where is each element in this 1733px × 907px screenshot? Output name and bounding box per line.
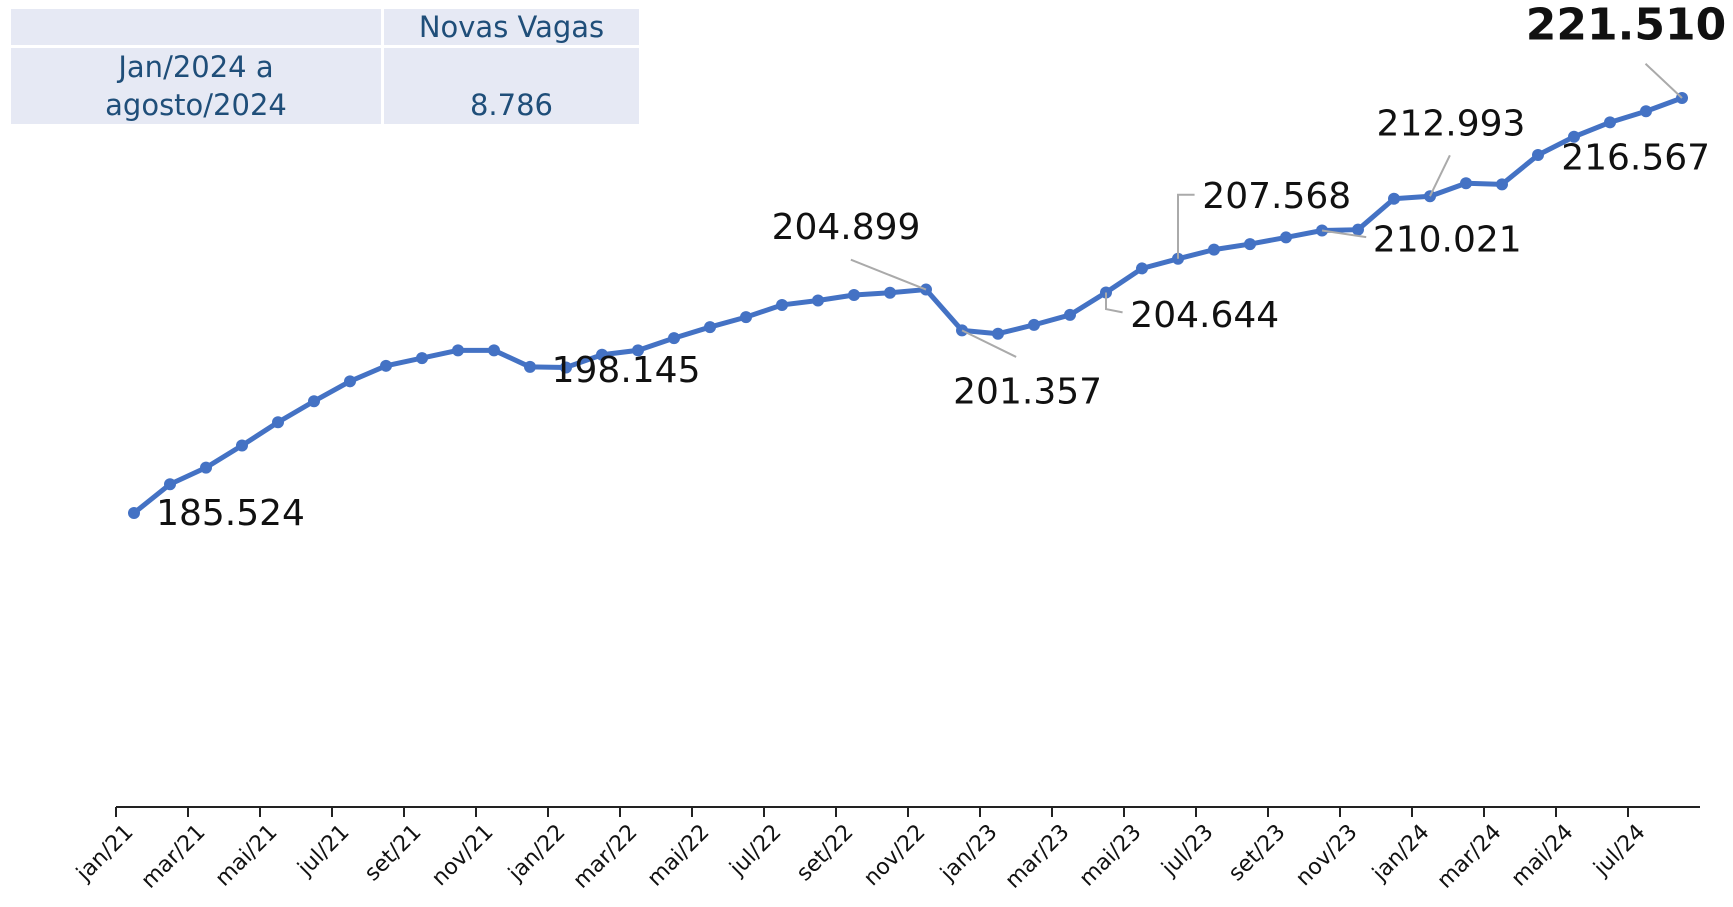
x-tick-label: mai/22 [643,820,715,892]
point [1532,149,1544,162]
data-label: 185.524 [156,493,305,534]
point [848,288,860,301]
point [380,359,392,372]
point [1460,177,1472,190]
table-corner [11,9,381,45]
point [668,332,680,345]
x-tick-label: set/22 [792,820,858,886]
point [704,321,716,334]
data-label: 204.644 [1130,295,1279,336]
point [236,439,248,452]
x-tick-label: mai/23 [1075,820,1147,892]
point [1280,231,1292,244]
point [1244,238,1256,251]
data-label: 201.357 [953,371,1102,412]
x-tick-label: nov/22 [859,820,930,891]
table-value: 8.786 [384,48,639,124]
x-tick-label: jan/23 [935,820,1002,887]
point [596,348,608,361]
point [1028,318,1040,331]
point [1640,105,1652,118]
column-header: Novas Vagas [384,9,639,45]
x-tick-label: nov/23 [1291,820,1362,891]
x-tick-label: jan/22 [503,820,570,887]
point [344,375,356,388]
leader-line [1177,193,1195,259]
point [1604,116,1616,129]
point [776,298,788,311]
row-label: Jan/2024 a agosto/2024 [11,48,381,124]
point [992,327,1004,340]
x-tick-label: jan/21 [71,820,138,887]
point [308,395,320,408]
point [740,311,752,324]
line-series [132,95,1683,515]
point [164,478,176,491]
data-label: 198.145 [552,350,701,391]
x-tick-label: mar/21 [137,820,211,894]
leader-line [1105,292,1123,314]
point [524,360,536,373]
point [1496,178,1508,191]
leader-line [1429,154,1451,197]
point [452,344,464,357]
x-tick-label: mai/21 [211,820,283,892]
point [200,461,212,474]
x-tick-label: mai/24 [1507,820,1579,892]
point [632,344,644,357]
x-tick-label: nov/21 [427,820,498,891]
x-tick-label: set/21 [360,820,426,886]
data-label: 204.899 [772,207,921,248]
point [1136,262,1148,275]
point [884,286,896,299]
x-tick-label: set/23 [1224,820,1290,886]
point [1208,243,1220,256]
leader-line [1644,63,1683,99]
point [1352,223,1364,236]
point [1568,130,1580,143]
x-tick-label: jul/21 [293,820,355,882]
x-tick-label: jul/22 [725,820,787,882]
data-label: 207.568 [1202,176,1351,217]
data-label: 216.567 [1561,137,1710,178]
data-label: 212.993 [1377,104,1526,145]
data-label: 221.510 [1526,0,1726,50]
x-tick-label: jan/24 [1367,820,1434,887]
x-tick-label: mar/23 [1001,820,1075,894]
x-tick-label: mar/22 [569,820,643,894]
leader-line [850,258,927,291]
x-tick-label: jul/23 [1157,820,1219,882]
x-tick-label: jul/24 [1589,820,1651,882]
leader-line [1321,229,1367,239]
point [488,344,500,357]
leader-line [961,329,1017,358]
point [1064,308,1076,321]
point [560,361,572,374]
point [812,294,824,307]
point [128,507,140,519]
data-label: 210.021 [1373,220,1522,261]
x-tick-label: mar/24 [1433,820,1507,894]
point [1388,192,1400,205]
point [272,416,284,429]
point [416,352,428,365]
